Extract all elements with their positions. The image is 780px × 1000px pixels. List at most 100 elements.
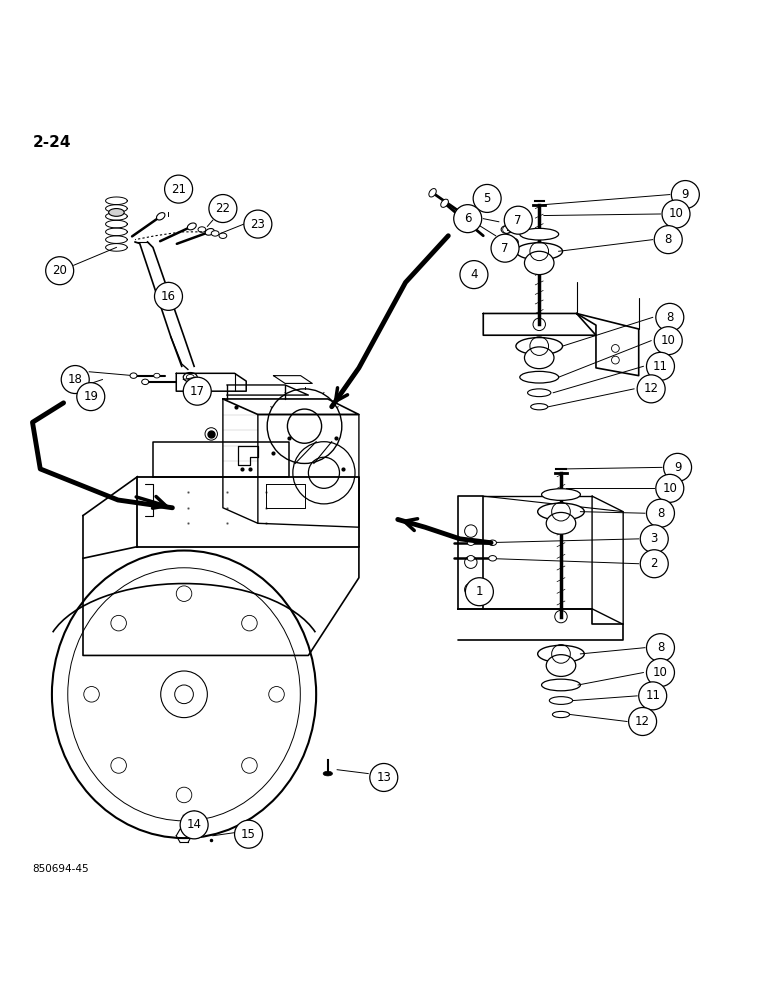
Ellipse shape — [546, 655, 576, 676]
Circle shape — [647, 634, 675, 662]
Text: 7: 7 — [502, 242, 509, 255]
Ellipse shape — [546, 512, 576, 534]
Circle shape — [654, 226, 682, 254]
Text: 12: 12 — [644, 382, 658, 395]
Text: 7: 7 — [515, 214, 522, 227]
Text: 20: 20 — [52, 264, 67, 277]
Ellipse shape — [219, 233, 227, 238]
Ellipse shape — [130, 373, 137, 378]
Circle shape — [647, 659, 675, 687]
Circle shape — [244, 210, 272, 238]
Text: 10: 10 — [661, 334, 675, 347]
Circle shape — [180, 811, 208, 839]
Circle shape — [629, 708, 657, 735]
Text: 17: 17 — [190, 385, 204, 398]
Ellipse shape — [205, 229, 215, 235]
Circle shape — [466, 578, 494, 606]
Ellipse shape — [519, 228, 558, 240]
Ellipse shape — [507, 238, 518, 246]
Ellipse shape — [323, 771, 332, 776]
Circle shape — [640, 525, 668, 553]
Circle shape — [656, 474, 684, 502]
Circle shape — [491, 234, 519, 262]
Ellipse shape — [489, 556, 497, 561]
Circle shape — [662, 200, 690, 228]
Ellipse shape — [537, 503, 584, 520]
Circle shape — [454, 205, 482, 233]
Circle shape — [76, 383, 105, 411]
Circle shape — [183, 377, 211, 405]
Text: 21: 21 — [171, 183, 186, 196]
Text: 1: 1 — [476, 585, 483, 598]
Ellipse shape — [489, 540, 497, 545]
Circle shape — [647, 499, 675, 527]
Ellipse shape — [524, 251, 554, 275]
Ellipse shape — [441, 199, 448, 207]
Text: 5: 5 — [484, 192, 491, 205]
Text: 2-24: 2-24 — [33, 135, 71, 150]
Text: 9: 9 — [674, 461, 681, 474]
Text: 6: 6 — [464, 212, 471, 225]
Ellipse shape — [467, 556, 474, 561]
Ellipse shape — [541, 489, 580, 500]
Text: 8: 8 — [657, 507, 664, 520]
Ellipse shape — [541, 679, 580, 691]
Text: 22: 22 — [215, 202, 230, 215]
Circle shape — [504, 206, 532, 234]
Text: 18: 18 — [68, 373, 83, 386]
Circle shape — [637, 375, 665, 403]
Text: 3: 3 — [651, 532, 658, 545]
Ellipse shape — [524, 347, 554, 369]
Ellipse shape — [552, 711, 569, 718]
Circle shape — [460, 261, 488, 289]
Circle shape — [209, 195, 237, 223]
Ellipse shape — [501, 226, 512, 233]
Ellipse shape — [549, 697, 573, 704]
Text: 15: 15 — [241, 828, 256, 841]
Text: 8: 8 — [657, 641, 664, 654]
Circle shape — [639, 682, 667, 710]
Circle shape — [165, 175, 193, 203]
Text: 12: 12 — [635, 715, 650, 728]
Circle shape — [46, 257, 73, 285]
Ellipse shape — [516, 243, 562, 260]
Ellipse shape — [527, 389, 551, 397]
Circle shape — [664, 453, 692, 481]
Text: 2: 2 — [651, 557, 658, 570]
Circle shape — [235, 820, 263, 848]
Text: 23: 23 — [250, 218, 265, 231]
Text: 850694-45: 850694-45 — [33, 864, 89, 874]
Ellipse shape — [108, 209, 124, 216]
Circle shape — [370, 763, 398, 791]
Ellipse shape — [537, 645, 584, 662]
Text: 8: 8 — [666, 311, 673, 324]
Ellipse shape — [467, 540, 474, 545]
Circle shape — [640, 550, 668, 578]
Ellipse shape — [530, 404, 548, 410]
Ellipse shape — [142, 379, 149, 385]
Ellipse shape — [519, 371, 558, 383]
Ellipse shape — [157, 213, 165, 220]
Ellipse shape — [429, 189, 436, 197]
Text: 4: 4 — [470, 268, 477, 281]
Text: 14: 14 — [186, 818, 202, 831]
Ellipse shape — [211, 231, 219, 236]
Circle shape — [473, 184, 501, 212]
Text: 11: 11 — [645, 689, 660, 702]
Circle shape — [654, 327, 682, 355]
Ellipse shape — [154, 373, 160, 378]
Circle shape — [62, 366, 89, 394]
Ellipse shape — [187, 223, 197, 230]
Text: 11: 11 — [653, 360, 668, 373]
Text: 10: 10 — [668, 207, 683, 220]
Ellipse shape — [516, 338, 562, 355]
Ellipse shape — [198, 227, 206, 232]
Text: 9: 9 — [682, 188, 689, 201]
Text: 8: 8 — [665, 233, 672, 246]
Text: 10: 10 — [662, 482, 677, 495]
Circle shape — [672, 181, 700, 209]
Circle shape — [154, 282, 183, 310]
Circle shape — [647, 352, 675, 380]
Text: 10: 10 — [653, 666, 668, 679]
Circle shape — [656, 303, 684, 331]
